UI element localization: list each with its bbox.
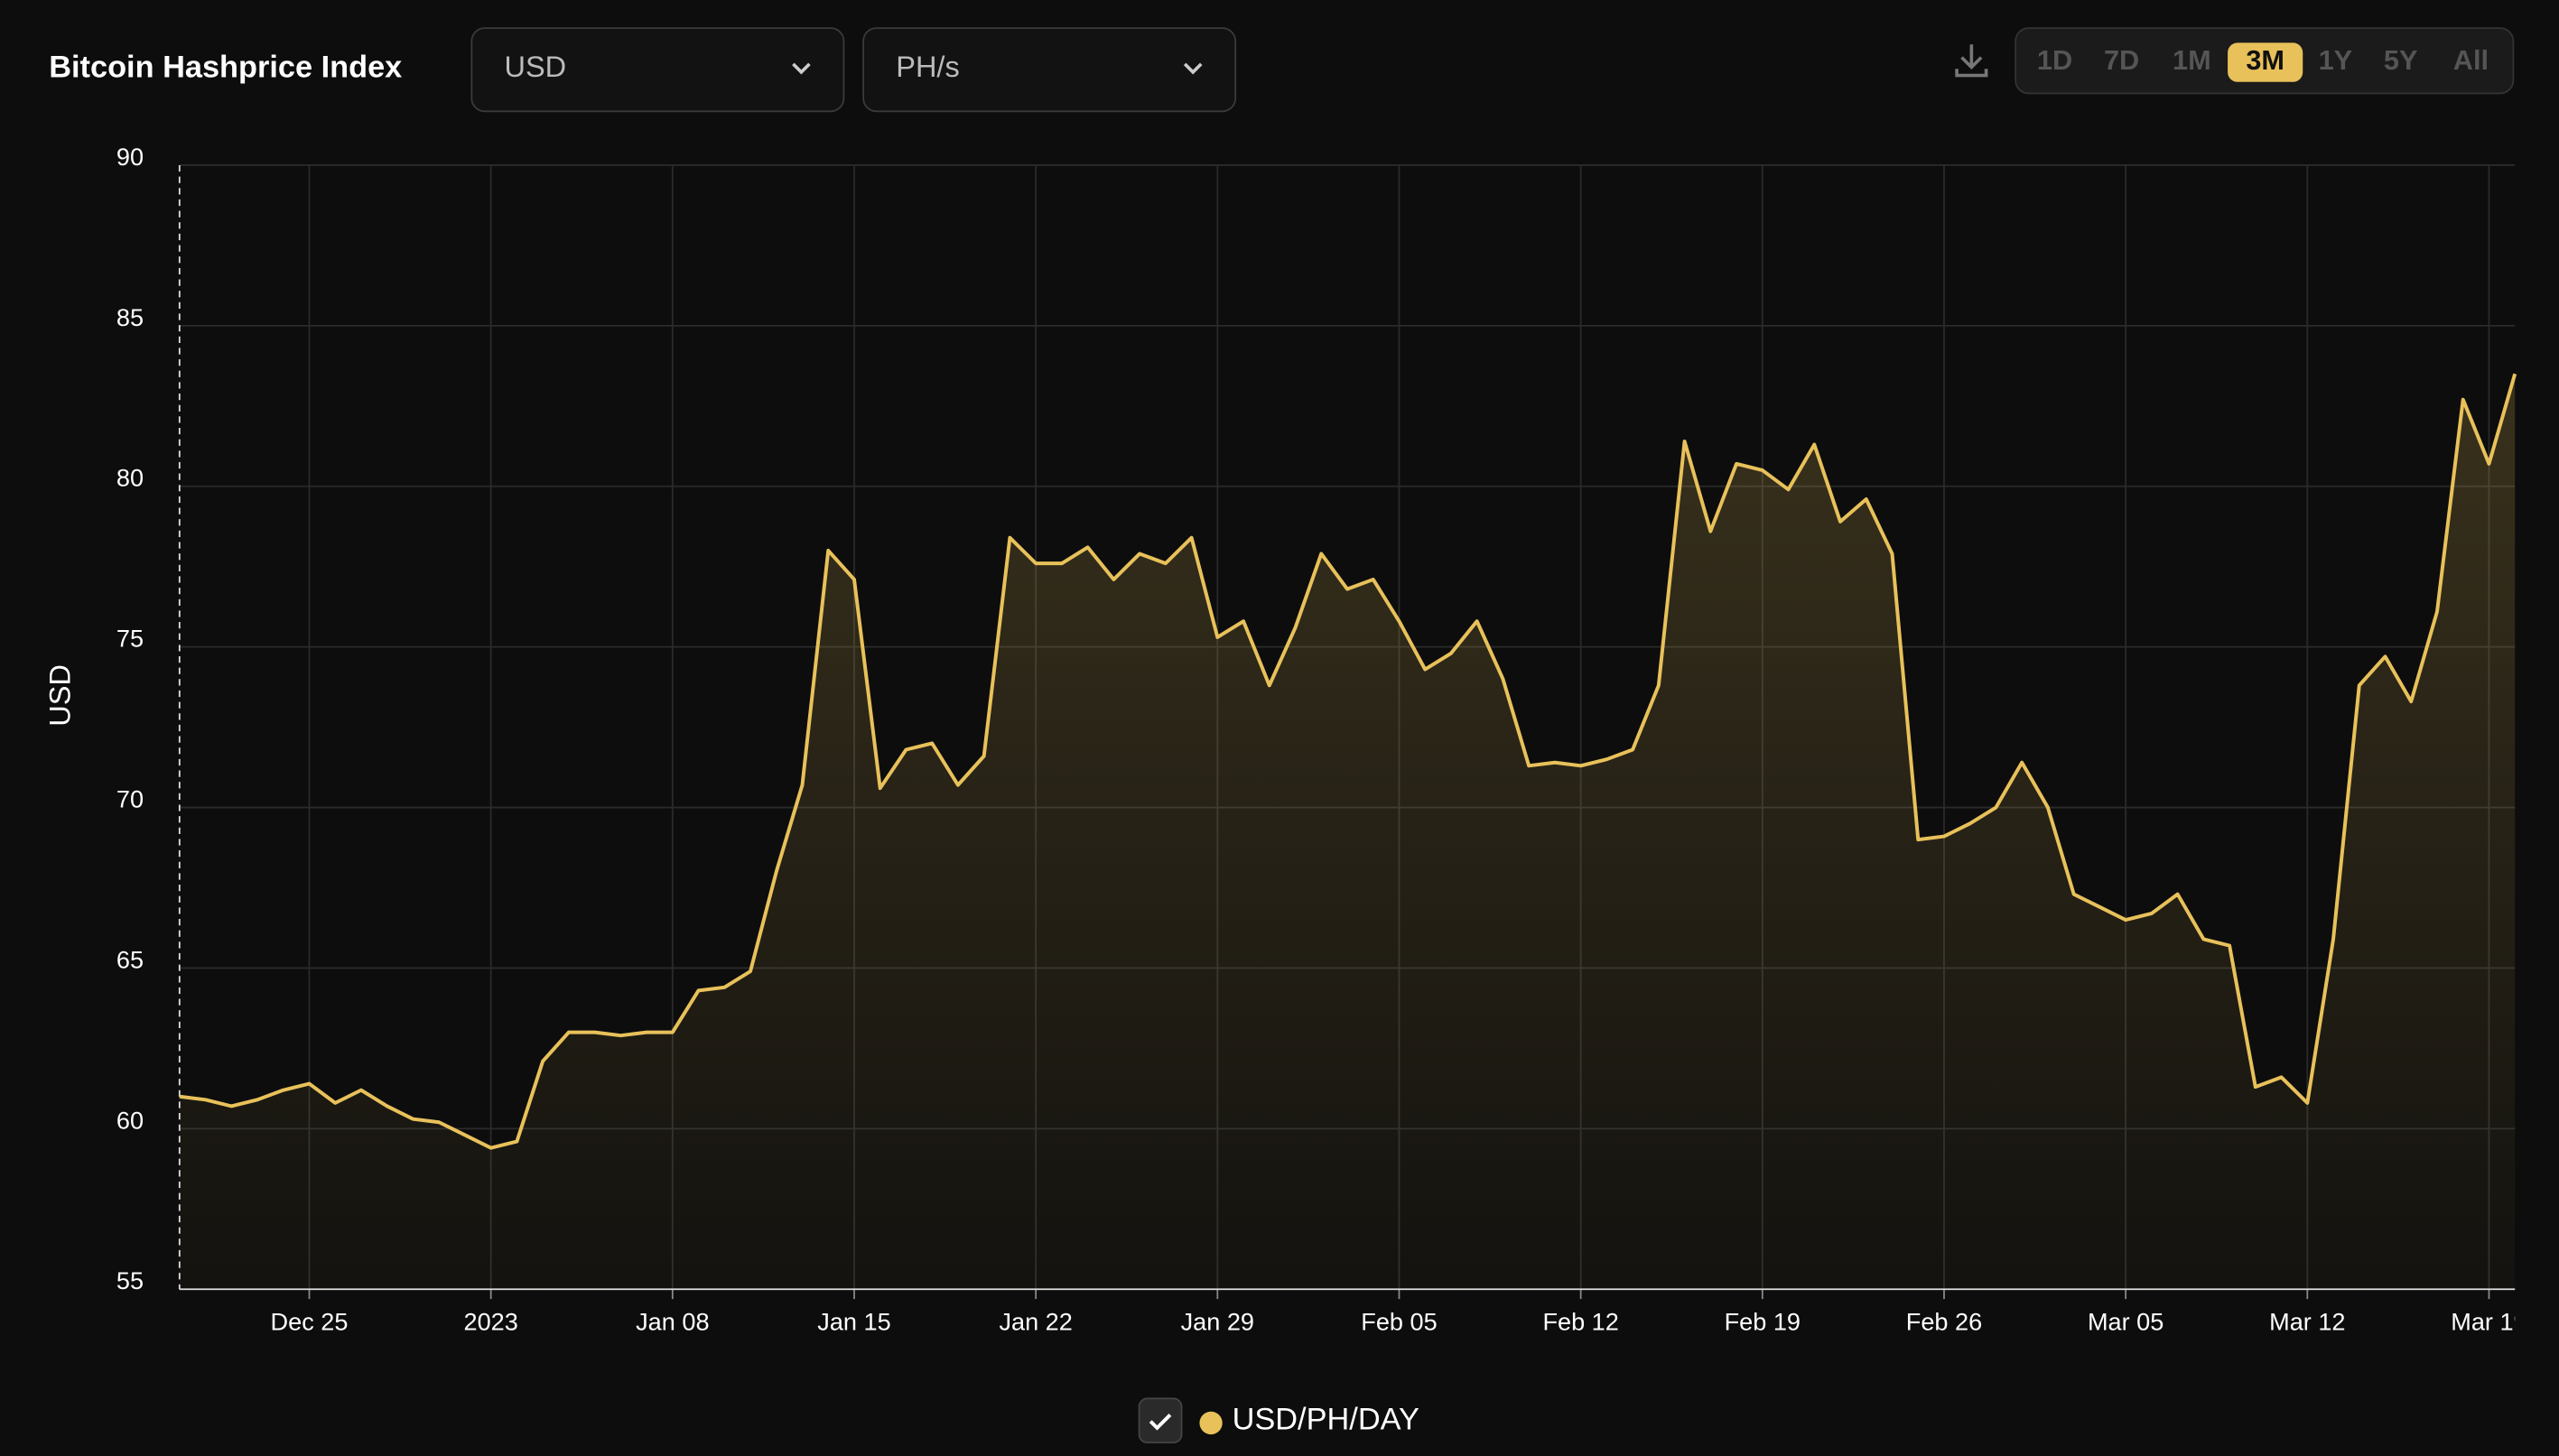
dropdown-value: USD: [504, 51, 566, 83]
legend-dot: [1199, 1411, 1223, 1435]
x-tick-label: Jan 15: [817, 1307, 890, 1335]
x-tick-label: 2023: [464, 1307, 518, 1335]
x-tick-labels: Dec 25 2023 Jan 08 Jan 15 Jan 22 Jan 29 Feb 05…: [271, 1307, 2526, 1335]
y-tick-label: 60: [116, 1106, 144, 1134]
chevron: [792, 62, 811, 75]
y-tick-label: 70: [116, 784, 144, 812]
range-button[interactable]: 1M: [2173, 44, 2211, 76]
range-button[interactable]: 1D: [2037, 44, 2072, 76]
y-tick-label: 75: [116, 625, 144, 653]
unit-dropdown[interactable]: PH/s: [862, 27, 1237, 113]
x-tick-label: Feb 26: [1906, 1307, 1982, 1335]
range-buttons: 1D 7D 1M 3M 1Y 5Y All: [2037, 42, 2489, 82]
y-tick-label: 65: [116, 945, 144, 973]
y-tick-label: 80: [116, 464, 144, 492]
download-button[interactable]: [1955, 44, 1988, 78]
x-tick-label: Mar 05: [2088, 1307, 2164, 1335]
dropdown-value: PH/s: [896, 51, 959, 83]
x-tick-label: Mar 12: [2269, 1307, 2345, 1335]
download-icon: [1955, 44, 1988, 78]
range-button[interactable]: All: [2453, 44, 2489, 76]
x-tick-label: Jan 22: [999, 1307, 1072, 1335]
legend-label: USD/PH/DAY: [1233, 1403, 1419, 1437]
line: [179, 373, 2517, 1150]
area: [179, 374, 2516, 1290]
dropdown-box[interactable]: [470, 27, 845, 113]
range-button[interactable]: 5Y: [2384, 44, 2418, 76]
check-mark: [1149, 1414, 1172, 1431]
chevron: [1183, 62, 1203, 75]
currency-dropdown[interactable]: USD: [470, 27, 845, 113]
x-tick-label: Feb 12: [1542, 1307, 1618, 1335]
x-tick-label: Jan 08: [636, 1307, 709, 1335]
y-tick-label: 90: [116, 143, 144, 171]
y-tick-label: 55: [116, 1266, 144, 1294]
y-tick-label: 85: [116, 303, 144, 331]
x-tick-label: Dec 25: [271, 1307, 349, 1335]
x-tick-label: Mar 19: [2451, 1307, 2526, 1335]
x-tick-label: Jan 29: [1181, 1307, 1254, 1335]
dropdown-box[interactable]: [862, 27, 1237, 113]
x-tick-label: Feb 19: [1725, 1307, 1801, 1335]
range-button[interactable]: 1Y: [2319, 44, 2353, 76]
chart-title: Bitcoin Hashprice Index: [49, 50, 402, 84]
range-button[interactable]: 3M: [2246, 44, 2284, 76]
y-axis-label: USD: [43, 664, 76, 727]
range-button[interactable]: 7D: [2104, 44, 2139, 76]
x-tick-label: Feb 05: [1361, 1307, 1437, 1335]
legend: USD/PH/DAY: [1138, 1397, 1419, 1444]
legend-checkbox[interactable]: [1138, 1397, 1183, 1444]
range-active-bg: [2228, 42, 2303, 82]
